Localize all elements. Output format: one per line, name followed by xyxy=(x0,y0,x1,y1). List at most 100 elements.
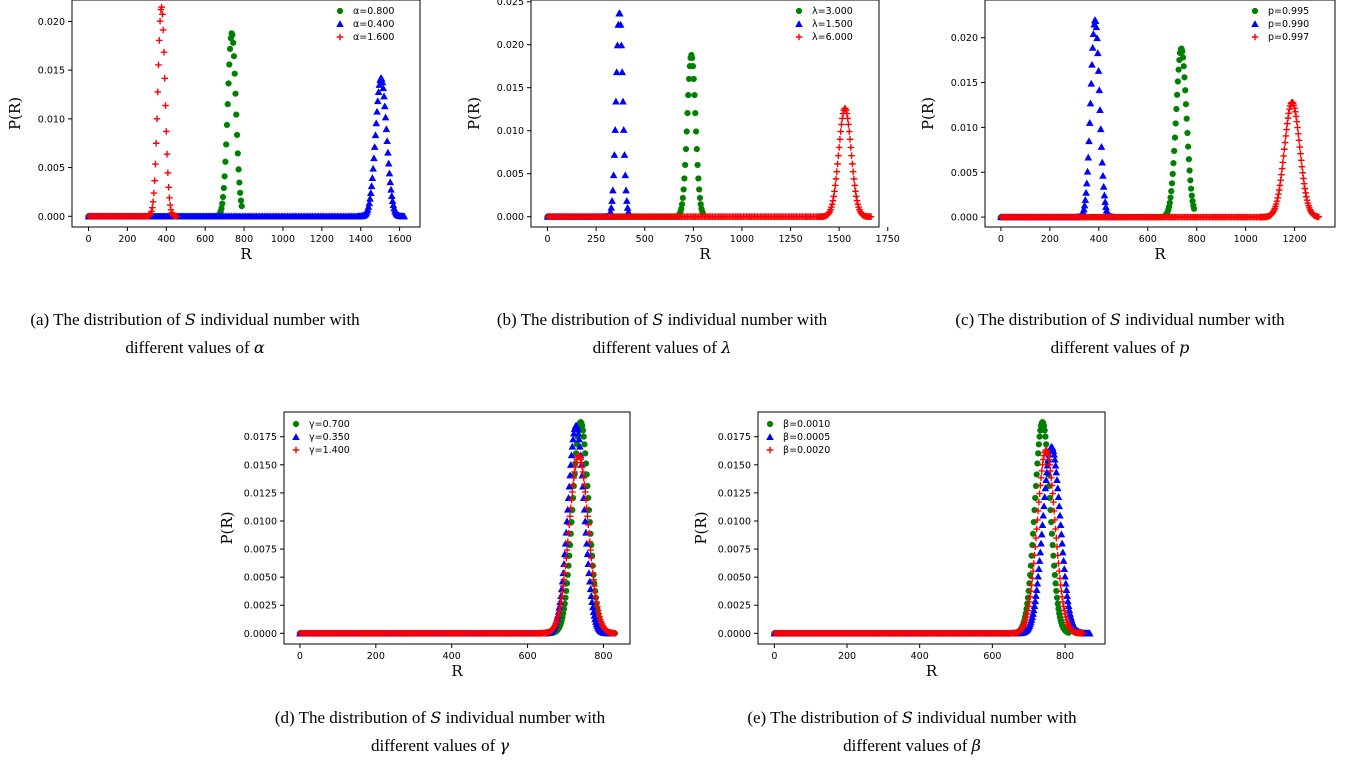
point-b-1 xyxy=(607,203,616,211)
point-b-2 xyxy=(842,106,850,114)
x-tick-label-a-5: 1000 xyxy=(271,234,295,245)
y-tick-label-d-2: 0.0050 xyxy=(244,573,277,584)
point-a-2 xyxy=(148,208,155,215)
plot-area-c xyxy=(997,16,1323,221)
point-a-2 xyxy=(166,201,174,209)
point-a-2 xyxy=(163,150,171,158)
point-a-1 xyxy=(367,182,376,190)
legend-marker-a-2 xyxy=(336,33,344,41)
point-b-2 xyxy=(854,200,862,208)
chart-svg-e: 0 200 400 600 800 0.0000 0.0025 0.0050 0.0075 0.0… xyxy=(692,411,1106,680)
plot-frame-a xyxy=(71,0,421,228)
point-d-1 xyxy=(565,482,574,490)
point-e-0 xyxy=(1048,530,1056,537)
point-b-0 xyxy=(690,75,697,83)
point-a-1 xyxy=(365,199,374,207)
point-e-1 xyxy=(1032,592,1040,599)
point-e-0 xyxy=(1033,471,1040,478)
point-e-1 xyxy=(1036,548,1045,556)
point-a-2 xyxy=(159,10,166,18)
point-e-2 xyxy=(1034,516,1041,524)
y-tick-label-e-5: 0.0125 xyxy=(718,488,751,499)
point-e-0 xyxy=(1027,562,1034,569)
point-c-2 xyxy=(1278,171,1285,178)
point-e-0 xyxy=(1034,460,1041,467)
point-b-1 xyxy=(609,171,618,179)
point-d-0 xyxy=(579,422,586,429)
point-e-2 xyxy=(1045,456,1053,464)
point-e-0 xyxy=(1031,506,1038,514)
point-c-0 xyxy=(1170,160,1177,167)
point-a-2 xyxy=(153,115,161,123)
point-c-0 xyxy=(1186,167,1193,174)
legend-a: α=0.800 α=0.400 α=1.600 xyxy=(336,6,394,43)
point-e-1 xyxy=(1053,476,1061,483)
point-c-0 xyxy=(1174,78,1181,85)
point-b-2 xyxy=(848,152,855,160)
point-b-0 xyxy=(696,186,703,193)
point-e-0 xyxy=(1051,562,1058,569)
point-b-1 xyxy=(618,68,626,76)
point-e-1 xyxy=(1057,530,1066,538)
point-d-2 xyxy=(579,468,587,476)
point-a-0 xyxy=(223,141,230,148)
x-tick-label-e-4: 800 xyxy=(1056,651,1074,662)
point-c-1 xyxy=(1093,34,1101,42)
y-tick-label-a-1: 0.005 xyxy=(38,163,65,174)
point-b-2 xyxy=(844,115,851,122)
point-b-0 xyxy=(692,128,700,135)
legend-marker-d-0 xyxy=(292,420,300,428)
point-d-2 xyxy=(571,468,578,476)
point-b-0 xyxy=(681,175,688,182)
point-e-1 xyxy=(1029,610,1037,617)
point-c-2 xyxy=(1278,165,1286,172)
point-e-0 xyxy=(1053,587,1060,595)
point-a-0 xyxy=(233,111,240,118)
point-e-0 xyxy=(1043,441,1050,448)
y-tick-label-e-2: 0.0050 xyxy=(718,573,751,584)
point-a-2 xyxy=(152,160,159,168)
point-d-2 xyxy=(564,538,572,546)
y-tick-label-c-3: 0.015 xyxy=(951,78,978,89)
x-tick-label-c-3: 600 xyxy=(1139,234,1157,245)
point-e-2 xyxy=(1047,467,1054,475)
point-e-2 xyxy=(1061,607,1068,614)
point-c-0 xyxy=(1168,180,1176,187)
point-c-2 xyxy=(1280,152,1287,160)
point-a-2 xyxy=(158,3,165,11)
point-a-1 xyxy=(374,88,383,96)
point-e-1 xyxy=(1041,484,1050,492)
x-tick-label-c-1: 200 xyxy=(1041,234,1059,245)
point-a-0 xyxy=(222,158,229,165)
point-d-1 xyxy=(582,539,591,547)
point-c-0 xyxy=(1187,185,1195,192)
point-c-1 xyxy=(1099,171,1107,179)
point-b-2 xyxy=(835,144,843,151)
point-a-1 xyxy=(389,201,398,209)
x-tick-label-b-2: 500 xyxy=(636,234,654,245)
point-b-2 xyxy=(852,193,860,200)
point-b-2 xyxy=(833,168,841,175)
point-d-2 xyxy=(611,629,619,637)
legend-label-e-0: β=0.0010 xyxy=(783,419,830,430)
x-tick-label-c-2: 400 xyxy=(1090,234,1108,245)
point-c-1 xyxy=(1096,125,1105,133)
point-d-0 xyxy=(581,441,588,448)
point-b-2 xyxy=(831,182,839,189)
point-c-2 xyxy=(1286,105,1293,113)
point-e-0 xyxy=(1032,482,1040,490)
point-c-0 xyxy=(1184,129,1191,137)
x-tick-label-b-0: 0 xyxy=(545,234,551,245)
point-b-1 xyxy=(619,126,628,133)
point-b-2 xyxy=(850,175,858,183)
point-e-0 xyxy=(1037,427,1044,434)
point-d-1 xyxy=(573,425,582,433)
point-c-2 xyxy=(1303,196,1311,204)
point-e-2 xyxy=(1054,551,1062,559)
point-a-1 xyxy=(386,178,395,186)
series-e-2 xyxy=(771,446,1087,637)
point-d-2 xyxy=(569,488,576,496)
point-c-0 xyxy=(1185,156,1192,163)
point-e-2 xyxy=(1052,525,1059,533)
point-e-2 xyxy=(1039,456,1047,464)
